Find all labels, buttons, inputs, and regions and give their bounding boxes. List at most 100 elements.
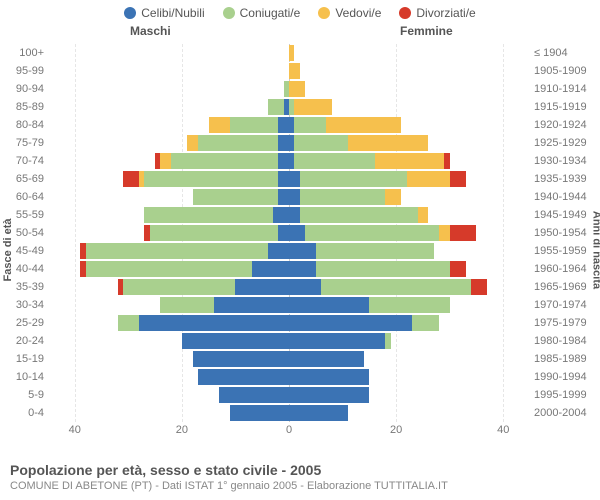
bar-segment — [289, 351, 364, 367]
bar-segment — [471, 279, 487, 295]
male-bar — [48, 171, 289, 187]
bar-segment — [450, 261, 466, 277]
age-label: 5-9 — [6, 389, 44, 401]
female-bar — [289, 369, 530, 385]
birth-year-label: 1925-1929 — [534, 137, 598, 149]
age-label: 55-59 — [6, 209, 44, 221]
x-tick-label: 40 — [69, 424, 81, 436]
birth-year-label: 1930-1934 — [534, 155, 598, 167]
x-axis: 402002040 — [48, 424, 530, 442]
birth-year-label: 1940-1944 — [534, 191, 598, 203]
age-label: 25-29 — [6, 317, 44, 329]
male-bar — [48, 153, 289, 169]
bar-segment — [444, 153, 449, 169]
x-tick-label: 20 — [176, 424, 188, 436]
x-tick-label: 40 — [497, 424, 509, 436]
female-bar — [289, 333, 530, 349]
bar-segment — [369, 297, 449, 313]
bar-segment — [289, 315, 412, 331]
bar-segment — [198, 369, 289, 385]
bar-segment — [316, 261, 450, 277]
birth-year-label: 1920-1924 — [534, 119, 598, 131]
male-bar — [48, 261, 289, 277]
age-label: 50-54 — [6, 227, 44, 239]
male-bar — [48, 297, 289, 313]
bar-segment — [289, 297, 369, 313]
pyramid-row: 0-42000-2004 — [48, 404, 530, 422]
bar-segment — [278, 153, 289, 169]
age-label: 65-69 — [6, 173, 44, 185]
birth-year-label: 1965-1969 — [534, 281, 598, 293]
male-bar — [48, 243, 289, 259]
header-female: Femmine — [400, 24, 453, 38]
bar-segment — [289, 81, 305, 97]
bar-segment — [278, 171, 289, 187]
bar-segment — [198, 135, 278, 151]
pyramid-row: 25-291975-1979 — [48, 314, 530, 332]
bar-segment — [273, 207, 289, 223]
bar-segment — [289, 45, 294, 61]
age-label: 90-94 — [6, 83, 44, 95]
female-bar — [289, 315, 530, 331]
bar-segment — [123, 279, 235, 295]
column-headers: Maschi Femmine — [0, 24, 600, 42]
male-bar — [48, 405, 289, 421]
bar-segment — [412, 315, 439, 331]
female-bar — [289, 405, 530, 421]
birth-year-label: 1945-1949 — [534, 209, 598, 221]
legend-label: Divorziati/e — [416, 6, 475, 20]
female-bar — [289, 153, 530, 169]
chart-container: Celibi/NubiliConiugati/eVedovi/eDivorzia… — [0, 0, 600, 500]
birth-year-label: 1950-1954 — [534, 227, 598, 239]
bar-segment — [294, 99, 331, 115]
male-bar — [48, 333, 289, 349]
female-bar — [289, 387, 530, 403]
bar-segment — [86, 243, 268, 259]
bar-segment — [316, 243, 434, 259]
chart-footer: Popolazione per età, sesso e stato civil… — [10, 462, 590, 492]
bar-segment — [289, 279, 321, 295]
female-bar — [289, 225, 530, 241]
male-bar — [48, 117, 289, 133]
bar-segment — [289, 189, 300, 205]
pyramid-rows: 100+≤ 190495-991905-190990-941910-191485… — [48, 44, 530, 422]
legend-label: Coniugati/e — [240, 6, 301, 20]
age-label: 70-74 — [6, 155, 44, 167]
female-bar — [289, 99, 530, 115]
bar-segment — [144, 207, 273, 223]
bar-segment — [289, 333, 385, 349]
bar-segment — [230, 117, 278, 133]
age-label: 40-44 — [6, 263, 44, 275]
bar-segment — [268, 243, 289, 259]
legend-item: Coniugati/e — [223, 6, 301, 20]
age-label: 60-64 — [6, 191, 44, 203]
female-bar — [289, 135, 530, 151]
bar-segment — [439, 225, 450, 241]
age-label: 100+ — [6, 47, 44, 59]
birth-year-label: 1970-1974 — [534, 299, 598, 311]
bar-segment — [118, 315, 139, 331]
bar-segment — [123, 171, 139, 187]
bar-segment — [160, 153, 171, 169]
legend-item: Vedovi/e — [318, 6, 381, 20]
male-bar — [48, 99, 289, 115]
age-label: 30-34 — [6, 299, 44, 311]
birth-year-label: 1985-1989 — [534, 353, 598, 365]
pyramid-row: 95-991905-1909 — [48, 62, 530, 80]
pyramid-row: 60-641940-1944 — [48, 188, 530, 206]
age-label: 45-49 — [6, 245, 44, 257]
female-bar — [289, 243, 530, 259]
male-bar — [48, 135, 289, 151]
pyramid-row: 20-241980-1984 — [48, 332, 530, 350]
bar-segment — [193, 189, 279, 205]
plot-area: 100+≤ 190495-991905-190990-941910-191485… — [48, 44, 530, 422]
male-bar — [48, 225, 289, 241]
male-bar — [48, 369, 289, 385]
birth-year-label: 2000-2004 — [534, 407, 598, 419]
bar-segment — [150, 225, 279, 241]
birth-year-label: 1960-1964 — [534, 263, 598, 275]
bar-segment — [171, 153, 278, 169]
pyramid-row: 75-791925-1929 — [48, 134, 530, 152]
female-bar — [289, 279, 530, 295]
bar-segment — [160, 297, 214, 313]
